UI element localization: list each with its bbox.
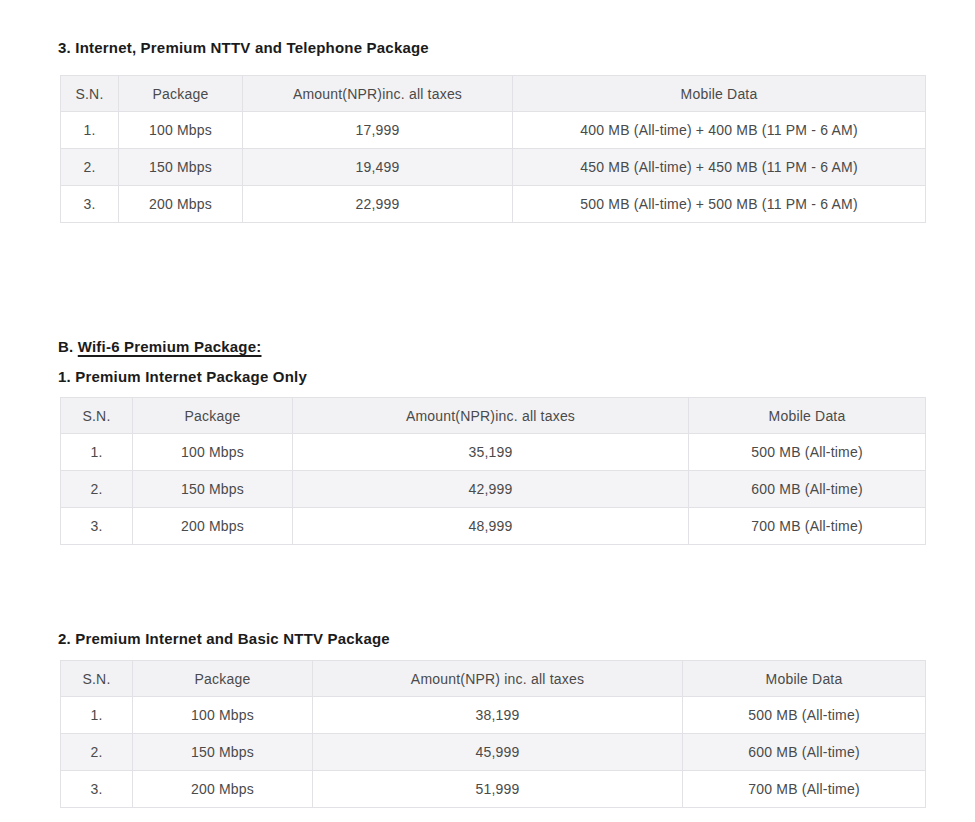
column-header-amount: Amount(NPR) inc. all taxes [313, 661, 683, 697]
cell-mobile-data: 500 MB (All-time) [689, 434, 926, 471]
column-header-sn: S.N. [61, 398, 133, 434]
internet-premium-nttv-telephone-table: S.N. Package Amount(NPR)inc. all taxes M… [60, 75, 926, 223]
table-row: 1. 100 Mbps 35,199 500 MB (All-time) [61, 434, 926, 471]
cell-package: 100 Mbps [133, 434, 293, 471]
cell-package: 200 Mbps [119, 186, 243, 223]
table-row: 2. 150 Mbps 45,999 600 MB (All-time) [61, 734, 926, 771]
cell-sn: 2. [61, 734, 133, 771]
column-header-amount: Amount(NPR)inc. all taxes [293, 398, 689, 434]
cell-mobile-data: 700 MB (All-time) [689, 508, 926, 545]
cell-sn: 2. [61, 471, 133, 508]
column-header-sn: S.N. [61, 661, 133, 697]
table-row: 1. 100 Mbps 38,199 500 MB (All-time) [61, 697, 926, 734]
table-row: 1. 100 Mbps 17,999 400 MB (All-time) + 4… [61, 112, 926, 149]
cell-mobile-data: 400 MB (All-time) + 400 MB (11 PM - 6 AM… [513, 112, 926, 149]
cell-mobile-data: 450 MB (All-time) + 450 MB (11 PM - 6 AM… [513, 149, 926, 186]
cell-amount: 51,999 [313, 771, 683, 808]
heading-prefix: B. [58, 338, 73, 355]
section-heading-internet-premium-nttv-telephone: 3. Internet, Premium NTTV and Telephone … [58, 38, 927, 58]
cell-amount: 19,499 [243, 149, 513, 186]
cell-amount: 48,999 [293, 508, 689, 545]
heading-underlined-text: Wifi-6 Premium Package: [78, 338, 262, 355]
cell-amount: 35,199 [293, 434, 689, 471]
column-header-package: Package [119, 76, 243, 112]
table-row: 3. 200 Mbps 51,999 700 MB (All-time) [61, 771, 926, 808]
column-header-mobile-data: Mobile Data [689, 398, 926, 434]
cell-amount: 17,999 [243, 112, 513, 149]
cell-sn: 1. [61, 434, 133, 471]
cell-sn: 3. [61, 771, 133, 808]
table-row: 2. 150 Mbps 19,499 450 MB (All-time) + 4… [61, 149, 926, 186]
cell-amount: 22,999 [243, 186, 513, 223]
cell-package: 100 Mbps [119, 112, 243, 149]
column-header-sn: S.N. [61, 76, 119, 112]
cell-mobile-data: 500 MB (All-time) + 500 MB (11 PM - 6 AM… [513, 186, 926, 223]
cell-sn: 1. [61, 697, 133, 734]
cell-mobile-data: 700 MB (All-time) [683, 771, 926, 808]
cell-package: 100 Mbps [133, 697, 313, 734]
section-heading-premium-internet-only: 1. Premium Internet Package Only [58, 367, 927, 387]
cell-mobile-data: 600 MB (All-time) [689, 471, 926, 508]
cell-mobile-data: 500 MB (All-time) [683, 697, 926, 734]
cell-sn: 3. [61, 186, 119, 223]
table-row: 2. 150 Mbps 42,999 600 MB (All-time) [61, 471, 926, 508]
section-heading-wifi6-premium-package: B. Wifi-6 Premium Package: [58, 336, 927, 358]
cell-amount: 45,999 [313, 734, 683, 771]
premium-internet-only-table: S.N. Package Amount(NPR)inc. all taxes M… [60, 397, 926, 545]
cell-package: 150 Mbps [133, 471, 293, 508]
cell-package: 150 Mbps [119, 149, 243, 186]
page-content: 3. Internet, Premium NTTV and Telephone … [0, 38, 975, 808]
cell-sn: 1. [61, 112, 119, 149]
cell-amount: 38,199 [313, 697, 683, 734]
column-header-package: Package [133, 661, 313, 697]
cell-package: 200 Mbps [133, 508, 293, 545]
cell-sn: 3. [61, 508, 133, 545]
cell-mobile-data: 600 MB (All-time) [683, 734, 926, 771]
table-header-row: S.N. Package Amount(NPR)inc. all taxes M… [61, 76, 926, 112]
table-header-row: S.N. Package Amount(NPR)inc. all taxes M… [61, 398, 926, 434]
column-header-package: Package [133, 398, 293, 434]
cell-package: 150 Mbps [133, 734, 313, 771]
column-header-mobile-data: Mobile Data [513, 76, 926, 112]
section-heading-premium-internet-basic-nttv: 2. Premium Internet and Basic NTTV Packa… [58, 629, 927, 649]
cell-amount: 42,999 [293, 471, 689, 508]
column-header-mobile-data: Mobile Data [683, 661, 926, 697]
table-row: 3. 200 Mbps 48,999 700 MB (All-time) [61, 508, 926, 545]
premium-internet-basic-nttv-table: S.N. Package Amount(NPR) inc. all taxes … [60, 660, 926, 808]
column-header-amount: Amount(NPR)inc. all taxes [243, 76, 513, 112]
cell-sn: 2. [61, 149, 119, 186]
table-header-row: S.N. Package Amount(NPR) inc. all taxes … [61, 661, 926, 697]
table-row: 3. 200 Mbps 22,999 500 MB (All-time) + 5… [61, 186, 926, 223]
cell-package: 200 Mbps [133, 771, 313, 808]
